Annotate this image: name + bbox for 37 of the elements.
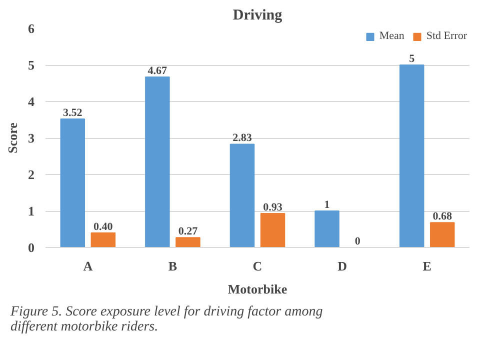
x-tick-label: D xyxy=(338,258,347,274)
data-label: 2.83 xyxy=(232,132,252,144)
caption: Figure 5. Score exposure level for driving factor among different motorbike riders. xyxy=(10,304,323,334)
bar xyxy=(399,64,424,248)
y-tick-label: 3 xyxy=(28,130,35,146)
bar xyxy=(430,222,455,248)
data-label: 4.67 xyxy=(148,65,168,78)
bar xyxy=(90,232,116,248)
data-label: 0.27 xyxy=(178,226,198,238)
bar xyxy=(260,213,286,248)
y-tick-label: 1 xyxy=(28,204,34,218)
chart-title: Driving xyxy=(232,8,283,24)
y-tick-label: 0 xyxy=(28,240,34,255)
data-label: 0.68 xyxy=(432,210,452,223)
bar xyxy=(314,210,340,248)
data-label: 0 xyxy=(354,236,361,248)
y-tick-label: 4 xyxy=(28,94,35,109)
data-label: 0.93 xyxy=(263,202,283,214)
legend-label: Mean xyxy=(379,30,404,42)
legend-label: Std Error xyxy=(426,30,467,42)
y-tick-label: 6 xyxy=(28,21,35,36)
bar xyxy=(176,237,200,248)
x-tick-label: E xyxy=(422,258,432,274)
data-label: 3.52 xyxy=(63,107,83,120)
x-tick-label: A xyxy=(83,258,94,274)
y-tick-label: 5 xyxy=(28,58,35,72)
x-axis-title: Motorbike xyxy=(228,282,288,296)
y-tick-label: 2 xyxy=(28,167,34,182)
data-label: 5 xyxy=(409,53,416,65)
bar xyxy=(230,144,255,248)
x-tick-label: B xyxy=(168,258,178,274)
data-label: 0.40 xyxy=(94,220,114,233)
y-axis-title: Score xyxy=(5,122,20,154)
x-tick-label: C xyxy=(252,258,262,274)
data-label: 1 xyxy=(324,199,330,211)
bar xyxy=(145,76,170,248)
bar xyxy=(60,118,86,248)
